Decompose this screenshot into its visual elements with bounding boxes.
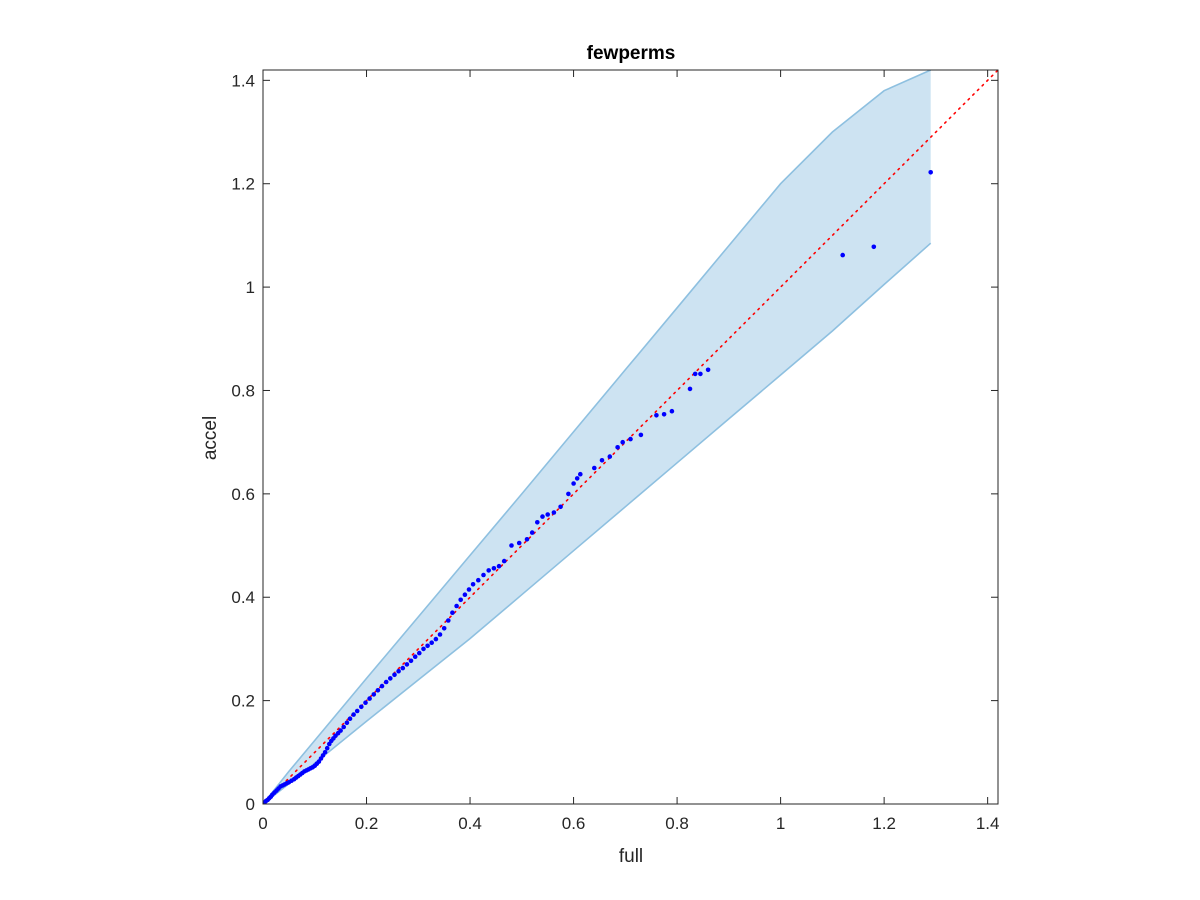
- x-tick-label: 0.6: [562, 814, 586, 833]
- data-point: [871, 244, 877, 250]
- y-tick-label: 1.2: [231, 175, 255, 194]
- data-point: [359, 704, 364, 710]
- x-axis-label: full: [619, 846, 643, 867]
- confidence-band-lower-edge: [263, 242, 932, 804]
- data-point: [840, 252, 845, 258]
- data-point: [654, 413, 659, 418]
- data-point: [615, 445, 620, 450]
- data-point: [417, 650, 422, 656]
- data-point: [324, 745, 330, 751]
- y-tick-label: 0.6: [231, 485, 255, 504]
- data-point: [338, 728, 343, 733]
- data-point: [462, 592, 468, 597]
- x-tick-label: 0.8: [665, 814, 689, 833]
- data-point: [566, 491, 571, 497]
- plot-clipped-group: [263, 70, 998, 804]
- data-point: [638, 432, 644, 438]
- data-point: [661, 412, 667, 417]
- x-tick-label: 1: [776, 814, 785, 833]
- data-point: [363, 700, 368, 705]
- data-point: [408, 658, 414, 664]
- data-point: [466, 587, 472, 592]
- x-tick-label: 0.4: [458, 814, 482, 833]
- data-point: [496, 563, 502, 569]
- confidence-band-upper-edge: [263, 70, 932, 804]
- y-tick-label: 0.4: [231, 588, 255, 607]
- data-point: [367, 696, 372, 701]
- x-tick-label: 1.4: [976, 814, 1000, 833]
- data-point: [928, 170, 933, 175]
- data-point: [344, 720, 350, 726]
- data-point: [574, 476, 580, 481]
- data-point: [607, 454, 613, 459]
- data-point: [491, 566, 497, 571]
- data-point: [388, 676, 393, 681]
- data-point: [481, 572, 486, 578]
- data-point: [396, 668, 401, 674]
- data-point: [516, 540, 522, 546]
- data-point: [433, 636, 439, 642]
- data-point: [529, 530, 535, 535]
- data-point: [578, 471, 583, 477]
- data-point: [425, 643, 430, 649]
- data-point: [535, 520, 540, 525]
- data-point: [509, 543, 514, 548]
- x-tick-label: 0.2: [355, 814, 379, 833]
- data-point: [371, 692, 377, 697]
- data-point: [341, 724, 347, 730]
- data-point: [551, 510, 557, 515]
- data-point: [392, 672, 397, 678]
- data-point: [592, 465, 597, 471]
- data-point: [669, 408, 675, 414]
- x-tick-label: 1.2: [872, 814, 896, 833]
- plot-area: 0 0.2 0.4 0.6 0.8 1 1.2 1.4 0 0.2 0.4 0.6 0.8 1 1.2 1.4: [231, 69, 1000, 833]
- data-point: [421, 646, 426, 652]
- data-point: [383, 679, 389, 685]
- data-point: [571, 481, 576, 486]
- data-point: [524, 537, 530, 542]
- chart-title: fewperms: [587, 43, 676, 64]
- y-tick-label: 1.4: [231, 71, 255, 90]
- data-point: [501, 558, 507, 564]
- data-point: [351, 712, 356, 717]
- data-point: [620, 439, 625, 445]
- data-point: [347, 716, 353, 721]
- data-point: [705, 367, 711, 373]
- data-point: [540, 514, 545, 519]
- data-point: [687, 386, 693, 392]
- data-point: [470, 582, 476, 587]
- data-point: [454, 603, 459, 609]
- data-point: [322, 750, 328, 755]
- data-point: [558, 504, 563, 510]
- data-point: [441, 626, 447, 631]
- data-point: [692, 371, 698, 377]
- data-point: [354, 708, 360, 714]
- data-point: [404, 662, 410, 667]
- data-point: [476, 577, 481, 583]
- data-point: [379, 683, 385, 689]
- y-axis-label: accel: [200, 416, 221, 460]
- data-point: [412, 654, 418, 659]
- y-tick-label: 0.2: [231, 692, 255, 711]
- x-tick-label: 0: [258, 814, 267, 833]
- data-point: [486, 568, 492, 573]
- data-point: [446, 618, 451, 623]
- data-point: [429, 640, 435, 645]
- data-point: [437, 632, 443, 637]
- y-tick-label: 0.8: [231, 381, 255, 400]
- data-point: [450, 610, 455, 615]
- confidence-band-fill: [263, 70, 931, 804]
- data-point: [698, 371, 703, 377]
- data-point: [458, 597, 464, 603]
- data-point: [599, 458, 605, 463]
- data-point: [400, 665, 406, 671]
- axes-box: [262, 69, 999, 805]
- y-tick-label: 1: [246, 278, 255, 297]
- data-point: [375, 688, 381, 693]
- data-point: [545, 512, 550, 517]
- y-tick-label: 0: [246, 795, 255, 814]
- data-point: [628, 436, 633, 442]
